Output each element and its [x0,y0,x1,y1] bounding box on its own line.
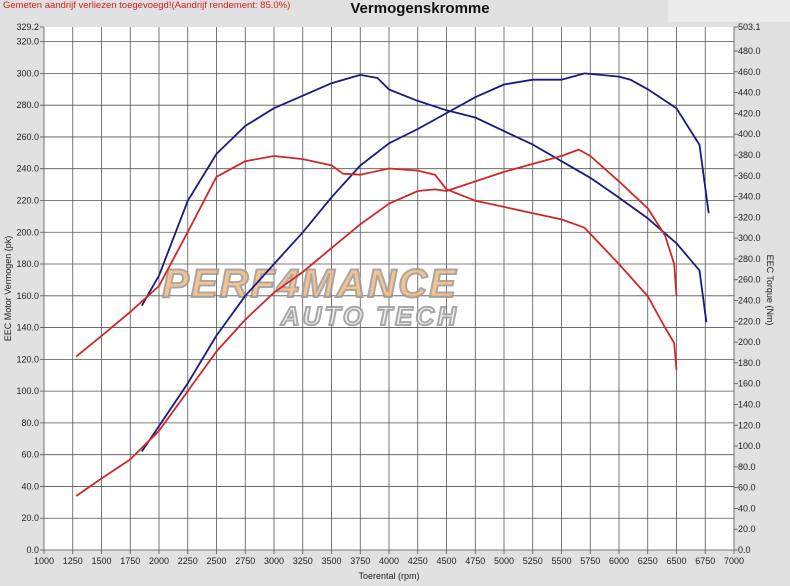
x-tick-label: 4750 [465,556,485,566]
y-tick-label: 80.0 [21,418,39,428]
x-tick-label: 1000 [34,556,54,566]
y2-tick-label: 180.0 [738,358,761,368]
y-tick-label: 60.0 [21,450,39,460]
y2-tick-label: 140.0 [738,399,761,409]
y-tick-label: 120.0 [16,354,39,364]
drivetrain-loss-note: Gemeten aandrijf verliezen toegevoegd!(A… [3,0,291,11]
y-tick-label: 329.2 [16,22,39,32]
x-tick-label: 1250 [63,556,83,566]
y-tick-label: 20.0 [21,513,39,523]
x-tick-label: 3250 [293,556,313,566]
y-tick-label: 0.0 [26,545,39,555]
y2-tick-label: 220.0 [738,316,761,326]
y2-tick-label: 320.0 [738,212,761,222]
x-tick-label: 4000 [379,556,399,566]
y-tick-label: 260.0 [16,132,39,142]
y-tick-label: 180.0 [16,259,39,269]
y-tick-label: 280.0 [16,100,39,110]
x-axis-label: Toerental (rpm) [358,571,419,581]
series-line-red-torque [75,155,678,371]
chart-title: Vermogenskromme [350,0,490,17]
y2-tick-label: 480.0 [738,46,761,56]
y2-tick-label: 340.0 [738,192,761,202]
y-tick-label: 100.0 [16,386,39,396]
y2-tick-label: 400.0 [738,129,761,139]
y2-tick-label: 360.0 [738,171,761,181]
y-tick-label: 220.0 [16,195,39,205]
y2-tick-label: 380.0 [738,150,761,160]
y2-tick-label: 440.0 [738,88,761,98]
x-tick-label: 3750 [350,556,370,566]
y-axis-label: EEC Motor Vermogen (pk) [3,236,13,342]
x-tick-label: 5250 [523,556,543,566]
y2-tick-label: 100.0 [738,441,761,451]
y2-tick-label: 60.0 [738,483,756,493]
y-tick-label: 140.0 [16,323,39,333]
y2-tick-label: 120.0 [738,420,761,430]
y2-tick-label: 20.0 [738,524,756,534]
y2-axis-label: EEC Torque (Nm) [765,255,775,326]
x-tick-label: 7000 [724,556,744,566]
y-tick-label: 160.0 [16,291,39,301]
y-tick-label: 200.0 [16,227,39,237]
y2-tick-label: 280.0 [738,254,761,264]
y2-tick-label: 200.0 [738,337,761,347]
x-tick-label: 1500 [91,556,111,566]
x-tick-label: 2250 [178,556,198,566]
y2-tick-label: 0.0 [738,545,751,555]
y2-tick-label: 160.0 [738,379,761,389]
x-tick-label: 6250 [638,556,658,566]
y2-tick-label: 80.0 [738,462,756,472]
x-tick-label: 4500 [436,556,456,566]
title-box [668,0,790,22]
x-tick-label: 2500 [206,556,226,566]
y2-tick-label: 460.0 [738,67,761,77]
x-tick-label: 6750 [695,556,715,566]
x-tick-label: 2750 [235,556,255,566]
y2-tick-label: 240.0 [738,296,761,306]
x-tick-label: 3500 [321,556,341,566]
y2-tick-label: 503.1 [738,22,761,32]
y2-tick-label: 300.0 [738,233,761,243]
x-tick-label: 6500 [666,556,686,566]
x-tick-label: 5000 [494,556,514,566]
x-tick-label: 5500 [551,556,571,566]
y2-tick-label: 40.0 [738,503,756,513]
series-line-red-power [75,148,678,497]
series-line-blue-torque [141,74,708,323]
y-tick-label: 240.0 [16,164,39,174]
y-tick-label: 300.0 [16,68,39,78]
y-tick-label: 40.0 [21,481,39,491]
x-tick-label: 1750 [120,556,140,566]
x-tick-label: 5750 [580,556,600,566]
watermark-logo-sub: AUTO TECH [280,301,459,331]
y-tick-label: 320.0 [16,37,39,47]
y2-tick-label: 420.0 [738,108,761,118]
x-tick-label: 3000 [264,556,284,566]
watermark-logo: PERF4MANCE [162,262,458,306]
series-line-blue-power [141,72,710,453]
x-tick-label: 4250 [408,556,428,566]
x-tick-label: 2000 [149,556,169,566]
x-tick-label: 6000 [609,556,629,566]
y2-tick-label: 260.0 [738,275,761,285]
